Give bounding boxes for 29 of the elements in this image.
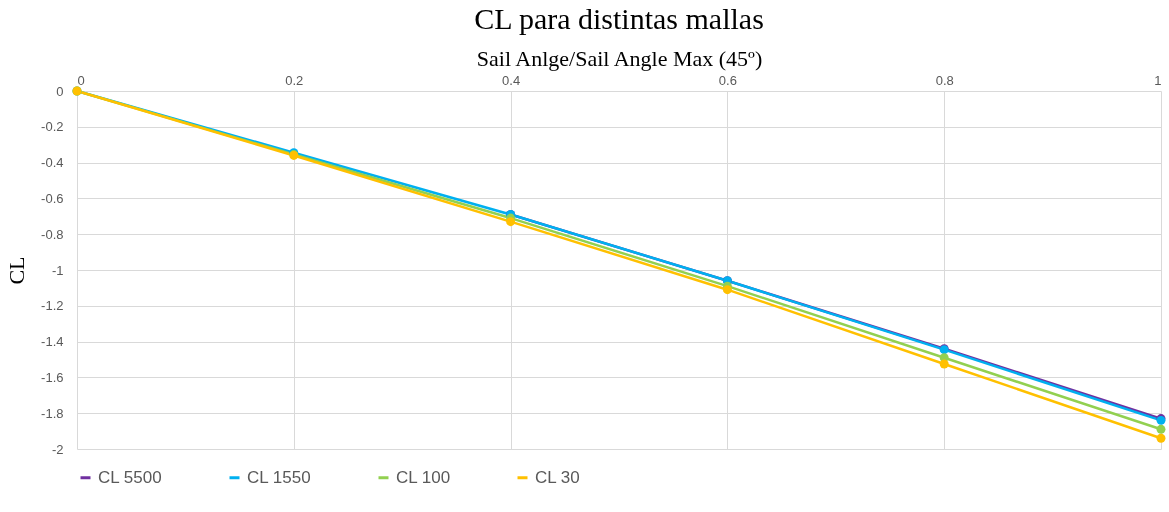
x-tick-label: 0.8 bbox=[935, 72, 954, 88]
chart-title: CL para distintas mallas bbox=[474, 2, 764, 35]
legend-label: CL 5500 bbox=[98, 467, 162, 487]
point bbox=[722, 285, 732, 295]
x-tick-label: 1 bbox=[1154, 72, 1162, 88]
y-tick-label: -2 bbox=[51, 441, 64, 457]
legend-label: CL 30 bbox=[535, 467, 580, 487]
y-tick-label: -1.2 bbox=[41, 298, 64, 314]
y-tick-label: -1.4 bbox=[41, 334, 64, 350]
x-tick-label: 0 bbox=[77, 72, 85, 88]
y-tick-label: -0.8 bbox=[41, 226, 64, 242]
x-tick-label: 0.4 bbox=[502, 72, 521, 88]
y-tick-label: -1.8 bbox=[41, 405, 64, 421]
point bbox=[939, 359, 949, 369]
y-tick-label: -1.6 bbox=[41, 369, 64, 385]
y-tick-label: 0 bbox=[56, 83, 64, 99]
y-tick-label: -0.4 bbox=[41, 155, 64, 171]
x-axis-title: Sail Anlge/Sail Angle Max (45º) bbox=[476, 45, 763, 71]
legend-label: CL 1550 bbox=[247, 467, 311, 487]
y-tick-label: -1 bbox=[51, 262, 64, 278]
y-tick-label: -0.2 bbox=[41, 119, 64, 135]
x-tick-label: 0.6 bbox=[718, 72, 737, 88]
x-tick-label: 0.2 bbox=[285, 72, 304, 88]
point bbox=[1156, 433, 1166, 443]
legend-label: CL 100 bbox=[396, 467, 451, 487]
point bbox=[1156, 424, 1166, 434]
point bbox=[506, 217, 516, 227]
y-tick-label: -0.6 bbox=[41, 190, 64, 206]
y-axis-title: CL bbox=[4, 256, 30, 285]
